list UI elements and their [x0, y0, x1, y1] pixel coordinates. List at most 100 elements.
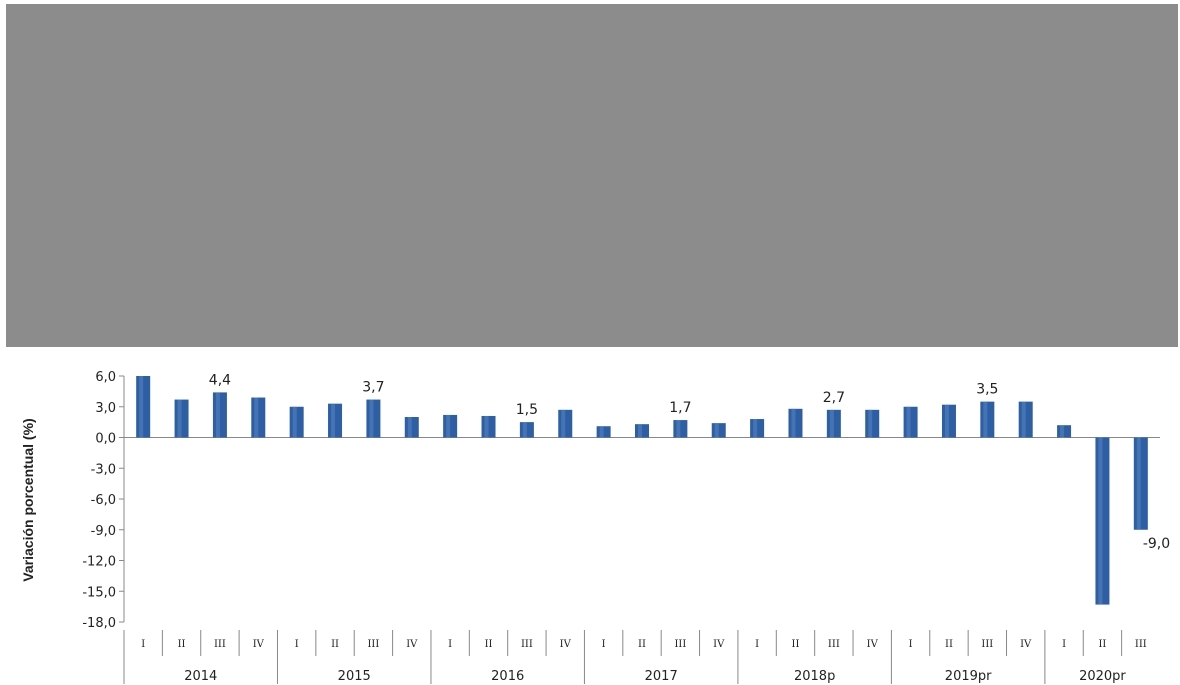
quarter-label: I: [755, 639, 759, 650]
bar-shine: [1021, 401, 1026, 438]
quarter-label: III: [828, 639, 840, 650]
quarter-label: III: [367, 639, 379, 650]
quarter-label: II: [945, 639, 953, 650]
bar: [788, 408, 803, 438]
quarter-label: II: [331, 639, 339, 650]
y-tick-label: -6,0: [91, 493, 116, 508]
bar-shine: [484, 415, 489, 438]
quarter-label: IV: [253, 639, 265, 650]
y-tick-label: -12,0: [82, 555, 116, 570]
bar: [750, 419, 765, 438]
y-axis-label: Variación porcentual (%): [20, 418, 36, 581]
bar: [1018, 401, 1033, 438]
bars: [136, 376, 1148, 605]
bar: [174, 399, 189, 438]
bar-shine: [446, 414, 451, 438]
quarter-label: IV: [867, 639, 879, 650]
quarter-label: I: [602, 639, 606, 650]
year-label: 2015: [338, 669, 371, 684]
bar-shine: [215, 392, 220, 438]
quarter-label: III: [214, 639, 226, 650]
bar: [212, 392, 227, 438]
quarter-label: I: [448, 639, 452, 650]
bar: [980, 401, 995, 438]
bar-shine: [292, 406, 297, 438]
data-label: 4,4: [209, 372, 231, 388]
y-tick-label: -15,0: [82, 585, 116, 600]
quarter-label: IV: [560, 639, 572, 650]
bar: [865, 409, 880, 438]
data-label: 2,7: [823, 390, 845, 406]
bar-shine: [906, 406, 911, 438]
bar: [519, 422, 534, 438]
bar-shine: [753, 419, 758, 438]
bar-shine: [599, 426, 604, 438]
y-tick-label: 6,0: [95, 370, 116, 385]
bar-shine: [1098, 437, 1103, 605]
year-label: 2020pr: [1079, 669, 1126, 684]
year-label: 2018p: [794, 669, 835, 684]
quarter-label: I: [141, 639, 145, 650]
bar-shine: [638, 424, 642, 438]
gray-banner: [6, 4, 1178, 347]
data-label: 3,5: [976, 382, 998, 398]
bar: [826, 409, 841, 438]
bar-shine: [676, 420, 681, 438]
quarter-label: III: [981, 639, 993, 650]
quarter-label: I: [295, 639, 299, 650]
bar: [673, 420, 688, 438]
axes: [119, 375, 1160, 623]
bar-shine: [331, 403, 336, 438]
bar: [711, 423, 726, 438]
bar-shine: [868, 409, 873, 438]
y-tick-label: -3,0: [91, 462, 116, 477]
y-tick-labels: 6,0 3,0 0,0 -3,0 -6,0 -9,0 -12,0 -15,0 -18,0: [82, 370, 116, 631]
data-label: 1,5: [516, 402, 538, 418]
bar-shine: [177, 399, 182, 438]
year-label: 2017: [645, 669, 678, 684]
bar: [1057, 425, 1072, 438]
quarter-label: II: [485, 639, 493, 650]
bar: [903, 406, 918, 438]
bar-shine: [561, 409, 566, 438]
year-label: 2019pr: [945, 669, 992, 684]
y-tick-label: 0,0: [95, 432, 116, 447]
bar-shine: [407, 417, 412, 438]
bar-shine: [791, 408, 796, 438]
y-tick-label: -9,0: [91, 524, 116, 539]
bar-shine: [1136, 437, 1141, 530]
year-label: 2014: [184, 669, 217, 684]
bar: [366, 399, 381, 438]
bar: [558, 409, 573, 438]
bar: [289, 406, 304, 438]
year-label: 2016: [491, 669, 524, 684]
data-label: 1,7: [669, 400, 691, 416]
data-label: -9,0: [1143, 536, 1170, 552]
bar: [136, 376, 151, 438]
bar-shine: [983, 401, 988, 438]
quarter-label: II: [1098, 639, 1106, 650]
bar: [1095, 437, 1110, 605]
quarter-label: II: [638, 639, 646, 650]
data-label: 3,7: [362, 380, 384, 396]
bar-shine: [944, 404, 949, 438]
bar: [251, 397, 266, 438]
bar-shine: [714, 423, 719, 438]
quarter-label: I: [909, 639, 913, 650]
quarter-label: II: [792, 639, 800, 650]
quarter-label: II: [178, 639, 186, 650]
quarter-label: I: [1062, 639, 1066, 650]
data-labels: 4,4 3,7 1,5 1,7 2,7 3,5 -9,0: [209, 372, 1170, 551]
y-tick-label: 3,0: [95, 401, 116, 416]
quarter-label: III: [521, 639, 533, 650]
quarter-label: III: [1135, 639, 1147, 650]
bar: [635, 424, 649, 438]
bar-shine: [1060, 425, 1065, 438]
bar: [404, 417, 419, 438]
bar: [481, 415, 496, 438]
quarter-label: IV: [406, 639, 418, 650]
bar: [941, 404, 956, 438]
quarter-label: III: [674, 639, 686, 650]
